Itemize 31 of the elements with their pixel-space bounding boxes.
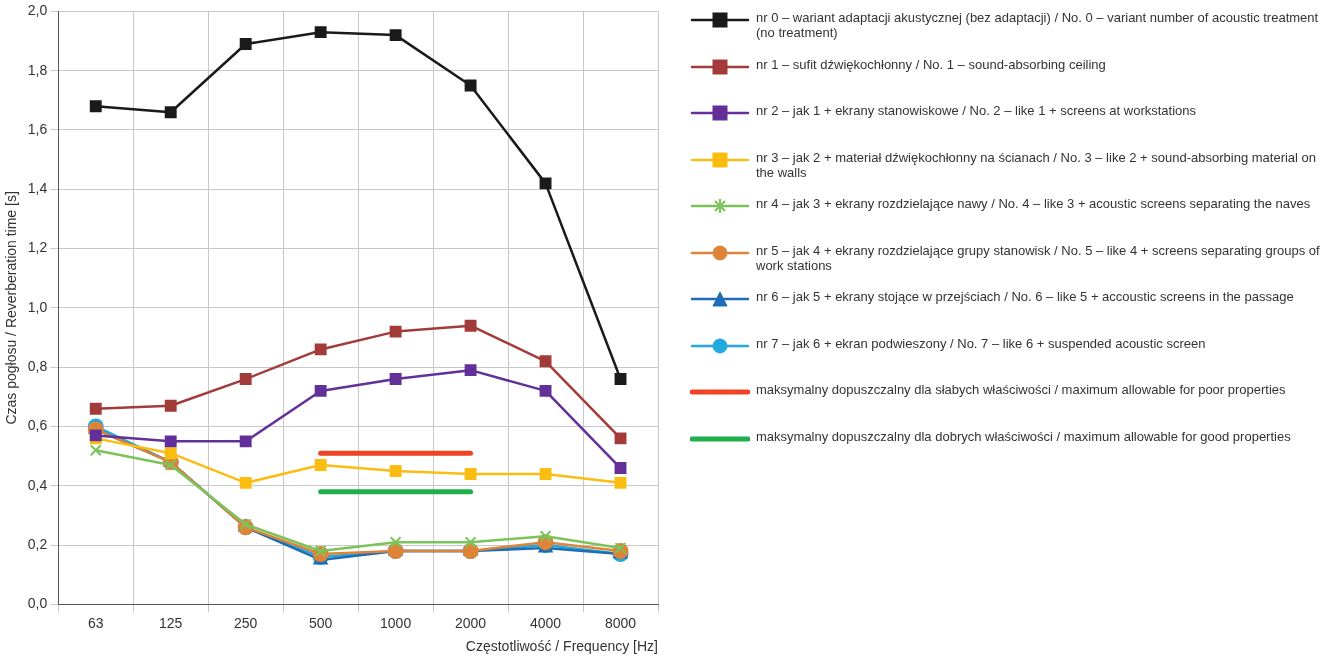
y-tick-label: 0,6 (27, 417, 48, 434)
y-tick-label: 0,2 (27, 535, 48, 552)
x-tick-label: 1000 (380, 614, 412, 631)
x-axis-title: Częstotliwość / Frequency [Hz] (465, 638, 658, 655)
x-tick-label: 4000 (529, 614, 562, 631)
x-tick-label: 8000 (604, 614, 637, 631)
x-tick-label: 500 (308, 614, 333, 631)
x-tick-label: 63 (87, 614, 104, 631)
y-tick-label: 1,0 (27, 298, 48, 315)
y-tick-label: 0,8 (27, 358, 48, 375)
legend-label: nr 1 – sufit dźwiękochłonny / No. 1 – sound-absorbing ceiling (756, 56, 1106, 72)
legend-label: nr 4 – jak 3 + ekrany rozdzielające nawy / No. 4 – like 3 + acoustic screens separating the naves (756, 196, 1311, 211)
legend-label: nr 5 – jak 4 + ekrany rozdzielające grupy stanowisk / No. 5 – like 4 + screens separating groups of work stations (756, 242, 1320, 273)
y-tick-label: 1,8 (27, 61, 48, 78)
y-tick-label: 0,4 (27, 476, 48, 493)
legend-label: maksymalny dopuszczalny dla dobrych właściwości / maximum allowable for good properties (756, 428, 1291, 444)
legend-label: nr 3 – jak 2 + materiał dźwiękochłonny na ścianach / No. 3 – like 2 + sound-absorbing material on the walls (756, 149, 1318, 180)
legend-label: maksymalny dopuszczalny dla słabych właściwości / maximum allowable for poor properties (756, 382, 1286, 397)
y-tick-label: 2,0 (27, 2, 48, 19)
legend-label: nr 7 – jak 6 + ekran podwieszony / No. 7 – like 6 + suspended acoustic screen (756, 335, 1206, 351)
x-tick-label: 125 (159, 614, 183, 631)
x-tick-label: 2000 (455, 614, 487, 631)
y-axis-title: Czas pogłosu / Reverberation time [s] (3, 191, 20, 425)
y-tick-label: 1,4 (27, 180, 48, 197)
legend-label: nr 2 – jak 1 + ekrany stanowiskowe / No. 2 – like 1 + screens at workstations (756, 103, 1197, 118)
legend-label: nr 6 – jak 5 + ekrany stojące w przejściach / No. 6 – like 5 + accoustic screens in the passage (756, 289, 1294, 304)
x-tick-label: 250 (234, 614, 258, 631)
y-tick-label: 1,2 (27, 239, 48, 256)
y-tick-label: 0,0 (27, 595, 48, 612)
y-tick-label: 1,6 (27, 120, 48, 137)
legend-label: nr 0 – wariant adaptacji akustycznej (bez adaptacji) / No. 0 – variant number of acoustic treatment (no treatment) (756, 10, 1320, 40)
